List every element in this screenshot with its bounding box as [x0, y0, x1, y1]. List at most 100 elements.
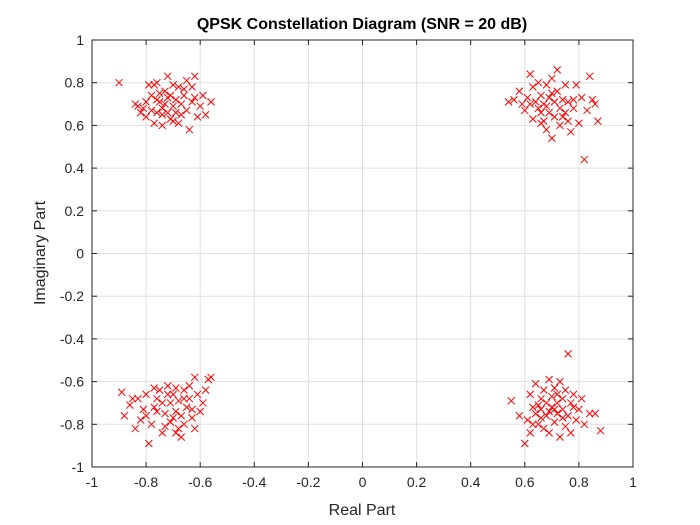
data-point-marker — [534, 104, 543, 113]
data-point-marker — [177, 110, 186, 119]
data-point-marker — [537, 119, 545, 128]
data-point-marker — [199, 399, 207, 407]
data-point-marker — [177, 433, 186, 441]
data-point-marker — [190, 424, 199, 433]
data-point-marker — [577, 93, 586, 102]
data-point-marker — [545, 93, 553, 102]
data-point-marker — [134, 394, 142, 403]
y-tick-label: 0.2 — [65, 203, 85, 219]
data-point-marker — [196, 407, 205, 416]
data-point-marker — [163, 390, 172, 399]
data-point-marker — [515, 87, 524, 96]
data-point-marker — [537, 108, 545, 117]
data-point-marker — [558, 405, 567, 414]
data-point-marker — [583, 106, 591, 115]
data-point-marker — [556, 433, 564, 441]
data-point-marker — [163, 382, 172, 390]
data-point-marker — [520, 439, 529, 448]
data-point-marker — [161, 87, 169, 96]
data-point-marker — [526, 390, 535, 399]
data-point-marker — [199, 91, 207, 100]
data-point-marker — [556, 377, 564, 386]
data-point-marker — [537, 91, 545, 100]
data-point-marker — [585, 409, 594, 418]
data-point-marker — [115, 78, 123, 87]
data-point-marker — [545, 108, 553, 117]
data-point-marker — [566, 428, 575, 437]
data-point-marker — [564, 349, 572, 358]
data-point-marker — [185, 394, 194, 403]
data-point-marker — [526, 428, 535, 437]
data-point-marker — [510, 95, 518, 104]
x-axis-label: Real Part — [329, 502, 396, 519]
data-point-marker — [161, 422, 169, 431]
data-point-marker — [163, 72, 172, 81]
data-point-marker — [529, 403, 537, 412]
x-tick-label: -0.8 — [134, 474, 158, 490]
data-point-marker — [158, 104, 167, 113]
data-point-marker — [534, 401, 543, 409]
y-tick-labels: -1 -0.8 -0.6 -0.4 -0.2 0 0.2 0.4 0.6 0.8 1 — [60, 32, 84, 475]
data-point-marker — [182, 106, 191, 115]
data-point-marker — [545, 375, 553, 384]
data-point-marker — [188, 83, 196, 91]
data-point-marker — [163, 93, 172, 102]
data-point-marker — [547, 392, 556, 401]
data-point-marker — [596, 426, 605, 435]
data-point-marker — [566, 399, 575, 407]
data-point-marker — [553, 399, 562, 407]
data-point-marker — [136, 108, 145, 117]
data-point-marker — [529, 83, 537, 91]
x-tick-label: 0.4 — [461, 474, 481, 490]
x-tick-label: 0.8 — [569, 474, 589, 490]
data-point-marker — [537, 394, 545, 403]
data-point-marker — [174, 83, 183, 91]
data-point-marker — [526, 70, 535, 79]
y-tick-label: 0.8 — [65, 75, 85, 91]
data-point-marker — [575, 405, 583, 414]
data-point-marker — [207, 98, 215, 106]
data-point-marker — [172, 108, 180, 117]
data-point-marker — [193, 390, 202, 399]
data-point-marker — [139, 104, 148, 113]
data-points — [115, 66, 605, 448]
data-point-marker — [196, 102, 205, 111]
y-tick-label: 0.4 — [65, 160, 85, 176]
data-point-marker — [163, 108, 172, 117]
y-tick-label: -0.8 — [60, 416, 84, 432]
data-point-marker — [515, 411, 524, 420]
data-point-marker — [169, 117, 178, 125]
data-point-marker — [174, 396, 183, 405]
data-point-marker — [518, 100, 526, 108]
data-point-marker — [147, 106, 156, 115]
data-point-marker — [564, 98, 572, 106]
data-point-marker — [564, 411, 572, 420]
data-point-marker — [166, 418, 175, 427]
data-point-marker — [182, 403, 191, 412]
data-point-marker — [172, 428, 180, 437]
data-point-marker — [569, 104, 578, 113]
data-point-marker — [150, 403, 159, 412]
data-point-marker — [188, 405, 196, 414]
data-point-marker — [591, 100, 599, 108]
y-tick-label: -0.6 — [60, 374, 84, 390]
data-point-marker — [520, 106, 529, 115]
data-point-marker — [542, 125, 551, 134]
data-point-marker — [550, 384, 559, 392]
x-tick-label: -1 — [86, 474, 99, 490]
data-point-marker — [575, 119, 583, 128]
data-point-marker — [545, 407, 553, 416]
data-point-marker — [534, 420, 543, 429]
data-point-marker — [158, 428, 167, 437]
data-point-marker — [158, 121, 167, 130]
data-point-marker — [566, 127, 575, 136]
data-point-marker — [550, 418, 559, 427]
data-point-marker — [153, 108, 161, 117]
y-tick-label: 0 — [76, 246, 84, 262]
data-point-marker — [550, 98, 559, 106]
data-point-marker — [180, 394, 188, 403]
data-point-marker — [174, 119, 183, 128]
data-point-marker — [558, 95, 567, 104]
data-point-marker — [188, 414, 196, 422]
data-point-marker — [526, 100, 535, 108]
